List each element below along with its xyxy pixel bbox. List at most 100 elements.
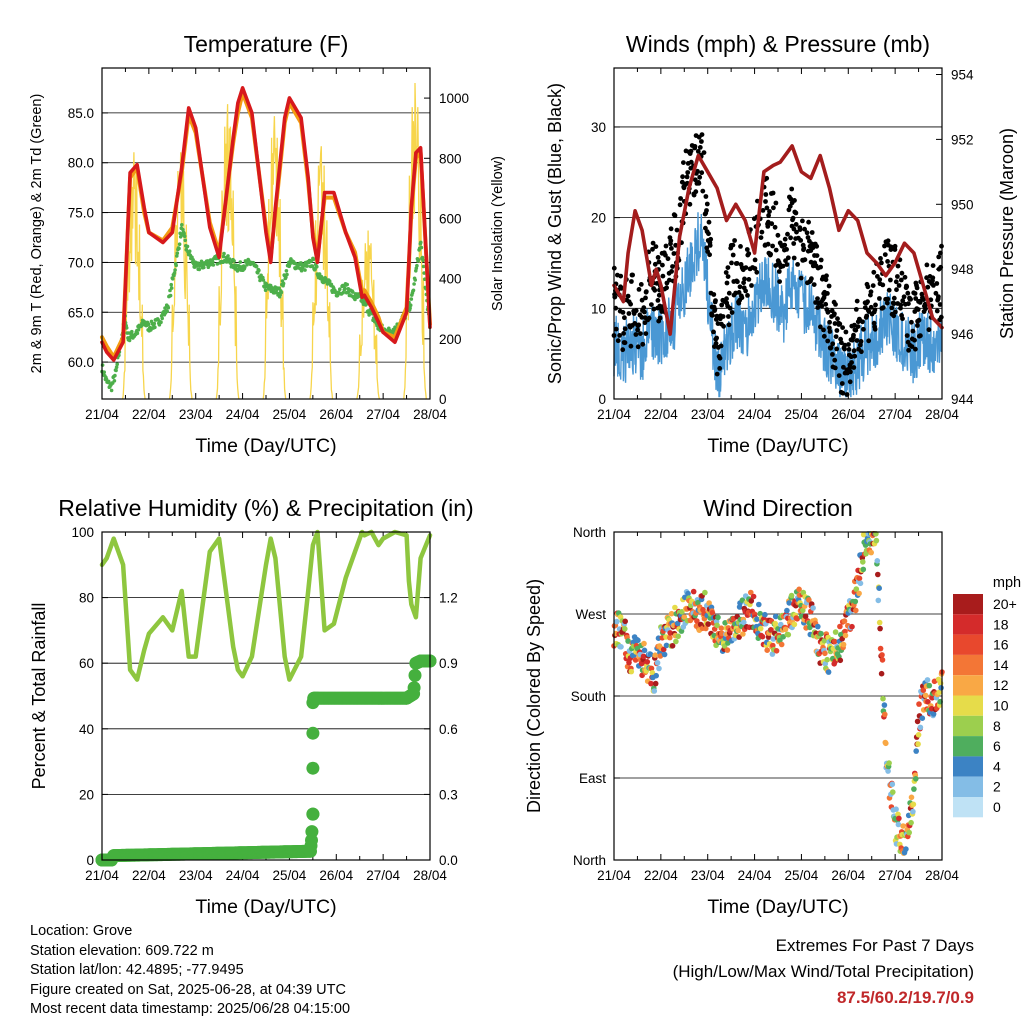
gust-point (742, 276, 747, 282)
colorbar-label: 18 (993, 616, 1009, 632)
gust-point (830, 352, 835, 357)
y-right-tick-label: 0 (439, 392, 447, 407)
direction-point (878, 670, 885, 677)
gust-point (688, 148, 694, 154)
colorbar-label: 0 (993, 799, 1001, 815)
gust-point (767, 209, 772, 214)
gust-point (701, 150, 707, 156)
gust-point (771, 205, 776, 211)
direction-point (741, 619, 747, 626)
dewpoint-point (115, 362, 119, 367)
gust-point (620, 347, 626, 353)
temp-2m-line (100, 86, 432, 362)
x-tick-label: 28/04 (925, 407, 959, 422)
gust-point (792, 198, 797, 203)
gust-point (827, 329, 833, 334)
gust-point (879, 260, 884, 266)
direction-point (618, 644, 624, 650)
gust-point (904, 284, 910, 290)
gust-point (710, 312, 715, 318)
gust-point (898, 277, 904, 283)
plot-border (613, 531, 943, 861)
gust-point (692, 177, 698, 183)
gust-point (836, 373, 842, 378)
gust-point (760, 208, 766, 213)
direction-point (685, 590, 691, 597)
y-tick-label: West (575, 607, 606, 622)
gust-point (901, 294, 907, 300)
colorbar-swatch (953, 654, 983, 676)
gust-point (868, 304, 874, 310)
gust-point (877, 296, 882, 301)
gust-point (642, 309, 647, 315)
gust-point (859, 349, 864, 355)
direction-point (644, 659, 651, 665)
dewpoint-point (243, 265, 247, 270)
dewpoint-point (166, 305, 171, 310)
gust-point (752, 257, 758, 263)
dewpoint-point (160, 316, 164, 321)
gust-point (900, 316, 905, 322)
dewpoint-point (226, 254, 230, 258)
dewpoint-point (127, 338, 132, 343)
dewpoint-point (114, 365, 119, 370)
y-tick-label: 10 (591, 301, 606, 316)
x-tick-label: 21/04 (85, 407, 119, 422)
dewpoint-point (343, 286, 347, 291)
dewpoint-point (165, 309, 169, 314)
y-axis-label: Direction (Colored By Speed) (524, 579, 544, 813)
gust-point (823, 301, 829, 307)
gust-point (798, 275, 804, 281)
dewpoint-point (187, 249, 192, 253)
dewpoint-point (421, 258, 425, 263)
gust-point (839, 340, 844, 346)
y-right-tick-label: 1000 (439, 91, 469, 106)
colorbar-swatch (953, 776, 983, 797)
dewpoint-point (177, 242, 182, 246)
gust-point (713, 298, 718, 303)
direction-point (857, 580, 864, 587)
direction-point (705, 621, 711, 627)
gust-point (851, 348, 857, 354)
y-tick-label: 60.0 (68, 355, 94, 370)
gust-point (821, 333, 827, 339)
direction-point (719, 630, 725, 637)
gust-point (684, 174, 690, 180)
direction-point (748, 598, 755, 604)
gust-point (895, 274, 900, 279)
direction-point (622, 618, 628, 625)
dewpoint-point (345, 282, 350, 287)
gust-point (839, 381, 845, 386)
gust-point (802, 257, 808, 263)
direction-point (652, 680, 659, 687)
gust-point (626, 311, 632, 316)
direction-point (849, 623, 855, 630)
dewpoint-point (211, 263, 216, 267)
gust-point (650, 240, 656, 246)
gust-point (864, 313, 870, 319)
direction-point (626, 659, 632, 666)
dewpoint-point (408, 306, 412, 311)
gust-point (872, 326, 878, 332)
gust-point (668, 226, 674, 232)
y-tick-label: 30 (591, 120, 606, 135)
gust-point (657, 315, 663, 321)
y-right-tick-label: 952 (951, 132, 974, 147)
gust-point (898, 302, 904, 308)
dewpoint-point (315, 264, 319, 269)
direction-point (895, 821, 902, 828)
direction-point (882, 711, 888, 718)
y-right-tick-label: 0.3 (439, 787, 458, 802)
dewpoint-point (159, 320, 163, 325)
colorbar-swatch (953, 634, 983, 655)
x-tick-label: 23/04 (179, 868, 213, 883)
dewpoint-point (136, 328, 141, 332)
direction-point (868, 549, 874, 556)
gust-point (697, 145, 703, 150)
direction-point (694, 618, 700, 624)
direction-point (672, 604, 678, 611)
recent-timestamp: Most recent data timestamp: 2025/06/28 0… (30, 1001, 351, 1017)
dewpoint-point (305, 264, 310, 268)
dewpoint-point (171, 277, 175, 281)
gust-point (892, 243, 898, 249)
